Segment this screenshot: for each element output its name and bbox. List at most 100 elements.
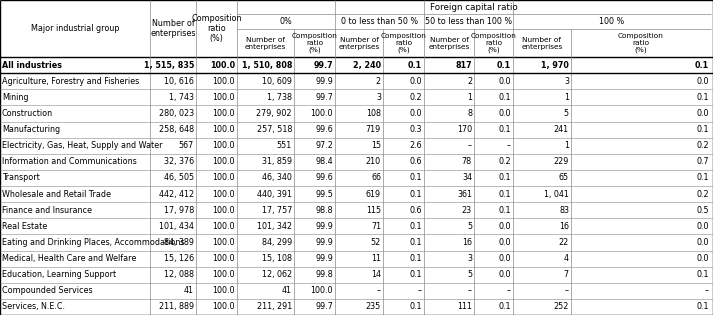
Text: 0.1: 0.1 <box>498 206 511 215</box>
Text: 0.0: 0.0 <box>498 109 511 118</box>
Text: Composition
ratio
(%): Composition ratio (%) <box>292 33 337 53</box>
Text: 12, 062: 12, 062 <box>262 270 292 279</box>
Text: Finance and Insurance: Finance and Insurance <box>2 206 92 215</box>
Text: 108: 108 <box>366 109 381 118</box>
Text: 100.0: 100.0 <box>212 93 235 102</box>
Text: 4: 4 <box>564 254 569 263</box>
Text: 98.8: 98.8 <box>315 206 333 215</box>
Text: 5: 5 <box>467 270 472 279</box>
Text: –: – <box>468 141 472 150</box>
Text: 100.0: 100.0 <box>212 174 235 182</box>
Text: 10, 616: 10, 616 <box>164 77 194 86</box>
Text: 11: 11 <box>371 254 381 263</box>
Text: All industries: All industries <box>2 60 62 70</box>
Text: 0.0: 0.0 <box>697 77 709 86</box>
Text: 0.6: 0.6 <box>409 206 422 215</box>
Text: Number of
enterprises: Number of enterprises <box>339 37 379 49</box>
Text: Agriculture, Forestry and Fisheries: Agriculture, Forestry and Fisheries <box>2 77 139 86</box>
Text: 0.1: 0.1 <box>409 302 422 312</box>
Text: 99.7: 99.7 <box>314 60 333 70</box>
Text: 100 %: 100 % <box>600 17 625 26</box>
Text: 0.1: 0.1 <box>498 302 511 312</box>
Text: –: – <box>565 286 569 295</box>
Text: 31, 859: 31, 859 <box>262 157 292 166</box>
Text: 0.0: 0.0 <box>697 222 709 231</box>
Text: 100.0: 100.0 <box>212 141 235 150</box>
Text: 2: 2 <box>376 77 381 86</box>
Text: 0.1: 0.1 <box>409 190 422 198</box>
Text: 97.2: 97.2 <box>315 141 333 150</box>
Text: 100.0: 100.0 <box>212 286 235 295</box>
Text: 1, 515, 835: 1, 515, 835 <box>143 60 194 70</box>
Text: Medical, Health Care and Welfare: Medical, Health Care and Welfare <box>2 254 136 263</box>
Text: 2, 240: 2, 240 <box>353 60 381 70</box>
Text: 3: 3 <box>376 93 381 102</box>
Text: 100.0: 100.0 <box>212 157 235 166</box>
Text: 50 to less than 100 %: 50 to less than 100 % <box>425 17 512 26</box>
Text: 1, 510, 808: 1, 510, 808 <box>242 60 292 70</box>
Text: 0.1: 0.1 <box>497 60 511 70</box>
Text: 0.7: 0.7 <box>697 157 709 166</box>
Text: 65: 65 <box>559 174 569 182</box>
Text: 100.0: 100.0 <box>212 302 235 312</box>
Text: 99.9: 99.9 <box>315 254 333 263</box>
Text: Information and Communications: Information and Communications <box>2 157 137 166</box>
Text: 100.0: 100.0 <box>212 222 235 231</box>
Text: 1, 743: 1, 743 <box>169 93 194 102</box>
Text: Wholesale and Retail Trade: Wholesale and Retail Trade <box>2 190 111 198</box>
Text: 280, 023: 280, 023 <box>159 109 194 118</box>
Text: Foreign capital ratio: Foreign capital ratio <box>430 3 518 12</box>
Text: 0.1: 0.1 <box>498 190 511 198</box>
Text: 257, 518: 257, 518 <box>257 125 292 134</box>
Text: Construction: Construction <box>2 109 53 118</box>
Text: 99.9: 99.9 <box>315 77 333 86</box>
Text: 258, 648: 258, 648 <box>159 125 194 134</box>
Text: 71: 71 <box>371 222 381 231</box>
Text: 0.2: 0.2 <box>697 190 709 198</box>
Text: 99.6: 99.6 <box>315 174 333 182</box>
Text: 100.0: 100.0 <box>212 77 235 86</box>
Text: Number of
enterprises: Number of enterprises <box>429 37 470 49</box>
Text: 83: 83 <box>559 206 569 215</box>
Text: –: – <box>468 286 472 295</box>
Text: 241: 241 <box>554 125 569 134</box>
Text: 0.1: 0.1 <box>409 270 422 279</box>
Text: 34: 34 <box>462 174 472 182</box>
Text: 15, 126: 15, 126 <box>164 254 194 263</box>
Text: 0.1: 0.1 <box>498 174 511 182</box>
Text: 211, 291: 211, 291 <box>257 302 292 312</box>
Text: 0.1: 0.1 <box>409 222 422 231</box>
Text: Major industrial group: Major industrial group <box>31 24 119 33</box>
Text: 12, 088: 12, 088 <box>164 270 194 279</box>
Text: 99.9: 99.9 <box>315 222 333 231</box>
Text: 719: 719 <box>366 125 381 134</box>
Text: 0 to less than 50 %: 0 to less than 50 % <box>341 17 418 26</box>
Text: 440, 391: 440, 391 <box>257 190 292 198</box>
Text: 32, 376: 32, 376 <box>164 157 194 166</box>
Text: 0.0: 0.0 <box>697 254 709 263</box>
Text: 41: 41 <box>184 286 194 295</box>
Text: Composition
ratio
(%): Composition ratio (%) <box>471 33 516 53</box>
Text: 1: 1 <box>467 93 472 102</box>
Text: 1, 738: 1, 738 <box>267 93 292 102</box>
Text: 0.1: 0.1 <box>697 125 709 134</box>
Text: –: – <box>507 286 511 295</box>
Text: –: – <box>507 141 511 150</box>
Text: –: – <box>418 286 422 295</box>
Text: 0.1: 0.1 <box>697 302 709 312</box>
Text: 1: 1 <box>564 141 569 150</box>
Text: 211, 889: 211, 889 <box>159 302 194 312</box>
Text: Electricity, Gas, Heat, Supply and Water: Electricity, Gas, Heat, Supply and Water <box>2 141 163 150</box>
Text: 229: 229 <box>553 157 569 166</box>
Text: 22: 22 <box>559 238 569 247</box>
Text: 16: 16 <box>559 222 569 231</box>
Text: 46, 505: 46, 505 <box>164 174 194 182</box>
Text: 52: 52 <box>371 238 381 247</box>
Text: 1, 970: 1, 970 <box>541 60 569 70</box>
Text: Number of
enterprises: Number of enterprises <box>150 19 196 38</box>
Text: 2: 2 <box>467 77 472 86</box>
Text: 0.5: 0.5 <box>697 206 709 215</box>
Text: 210: 210 <box>366 157 381 166</box>
Text: 0.0: 0.0 <box>409 77 422 86</box>
Text: 100.0: 100.0 <box>212 238 235 247</box>
